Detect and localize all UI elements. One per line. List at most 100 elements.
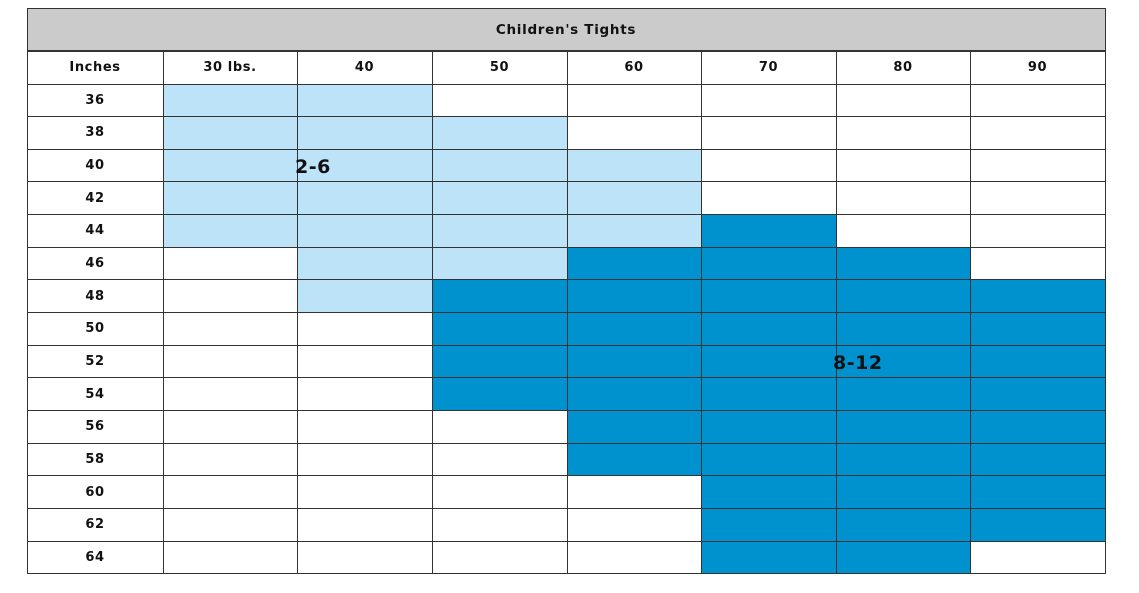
row-label: 36 [27,84,163,117]
zone-cell [567,149,701,182]
zone-cell [701,279,836,313]
empty-cell [297,345,432,378]
row-label: 60 [27,475,163,509]
zone-cell [567,181,701,215]
zone-cell [297,181,432,215]
row-label: 58 [27,443,163,476]
zone-cell [970,377,1105,411]
grid-line [27,181,1105,183]
row-label: 42 [27,181,163,215]
grid-line [27,246,1105,248]
column-header: 30 lbs. [163,51,297,84]
zone-cell [163,181,297,215]
column-header: 80 [836,51,970,84]
grid-line [1104,8,1106,574]
row-label: 44 [27,214,163,248]
zone-cell [432,247,567,280]
grid-line [27,344,1105,346]
zone-cell [297,84,432,117]
zone-cell [701,312,836,346]
column-header: 50 [432,51,567,84]
zone-cell [297,116,432,150]
empty-cell [970,84,1105,117]
empty-cell [970,149,1105,182]
zone-cell [970,475,1105,509]
zone-cell [836,377,970,411]
empty-cell [297,443,432,476]
empty-cell [297,541,432,574]
zone-cell [432,181,567,215]
empty-cell [163,345,297,378]
zone-cell [970,312,1105,346]
zone-cell [432,345,567,378]
zone-cell [163,116,297,150]
empty-cell [970,181,1105,215]
zone-cell [701,214,836,248]
zone-cell [163,214,297,248]
empty-cell [163,475,297,509]
zone-cell [701,443,836,476]
empty-cell [836,116,970,150]
zone-cell [432,149,567,182]
zone-cell [567,377,701,411]
empty-cell [432,410,567,444]
zone-cell [836,443,970,476]
empty-cell [163,377,297,411]
zone-cell [701,345,836,378]
column-header: 90 [970,51,1105,84]
zone-cell [567,247,701,280]
zone-label: 2-6 [295,156,331,178]
grid-line [27,116,1105,118]
empty-cell [432,541,567,574]
empty-cell [836,84,970,117]
empty-cell [970,247,1105,280]
zone-cell [836,345,970,378]
zone-cell [836,508,970,542]
empty-cell [970,214,1105,248]
empty-cell [567,475,701,509]
empty-cell [432,508,567,542]
empty-cell [163,508,297,542]
empty-cell [297,508,432,542]
grid-line [27,279,1105,281]
zone-cell [567,410,701,444]
column-header: 60 [567,51,701,84]
zone-cell [836,279,970,313]
zone-cell [432,279,567,313]
zone-cell [432,116,567,150]
empty-cell [836,214,970,248]
empty-cell [432,443,567,476]
column-header: 70 [701,51,836,84]
row-label: 56 [27,410,163,444]
grid-line [27,507,1105,509]
grid-line [27,442,1105,444]
zone-cell [297,214,432,248]
zone-cell [970,508,1105,542]
row-label: 62 [27,508,163,542]
grid-line [27,148,1105,150]
zone-cell [297,279,432,313]
row-label: 54 [27,377,163,411]
zone-cell [970,279,1105,313]
table-title: Children's Tights [27,8,1105,51]
column-header: 40 [297,51,432,84]
zone-cell [836,312,970,346]
zone-label: 8-12 [833,352,883,374]
empty-cell [567,508,701,542]
zone-cell [701,541,836,574]
grid-line [27,573,1105,575]
grid-line [27,377,1105,379]
grid-line [27,540,1105,542]
grid-line [27,214,1105,216]
grid-line [27,50,1105,52]
empty-cell [432,475,567,509]
zone-cell [701,410,836,444]
zone-cell [701,508,836,542]
row-label: 48 [27,279,163,313]
row-label: 64 [27,541,163,574]
zone-cell [567,345,701,378]
zone-cell [836,247,970,280]
empty-cell [432,84,567,117]
zone-cell [836,541,970,574]
empty-cell [297,410,432,444]
